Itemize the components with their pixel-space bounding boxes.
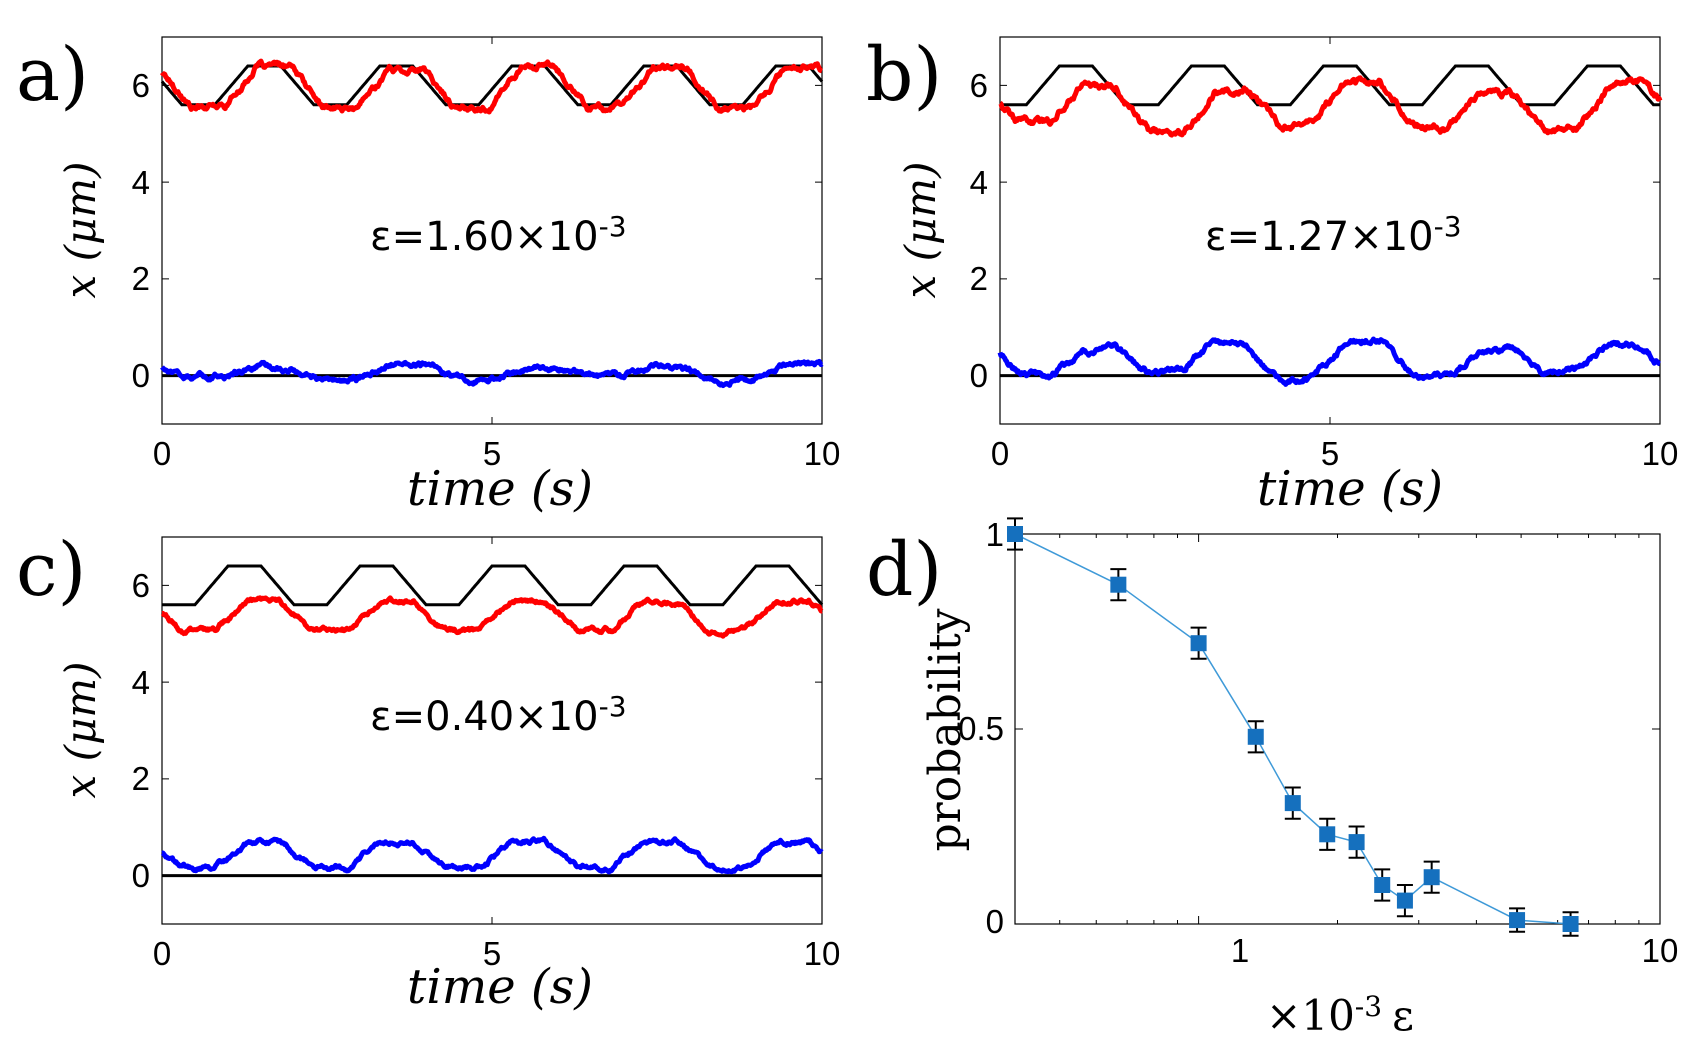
y-tick-label: 0.5 [958,710,1004,747]
panel-a: a) 0 5 10 0 2 4 6 time (s) x (μm) ε=1.60… [16,32,840,517]
annotation-text: ε=1.60×10 [370,214,599,260]
x-axis-label: time (s) [407,461,593,517]
panel-label-c: c) [16,527,86,613]
x-tick-label: 10 [1642,932,1679,969]
annotation-exponent: -3 [599,210,627,243]
y-axis-label: x (μm) [56,662,105,799]
difference-series-line [997,336,1662,387]
epsilon-annotation: ε=1.27×10-3 [1205,210,1462,260]
y-tick-label: 0 [986,903,1004,940]
x-axis-label: ×10-3 ε [1266,990,1414,1040]
x-tick-label: 10 [804,935,841,972]
y-tick-label: 6 [132,567,150,604]
x-axis-label-exponent: -3 [1355,990,1382,1023]
data-point [1007,526,1023,542]
difference-series-line [160,358,824,389]
data-point [1348,834,1365,851]
ticks-d [1015,533,1661,925]
data-point [1110,576,1127,593]
panel-b: b) 0 5 10 0 2 4 6 time (s) x (μm) ε=1.27… [866,32,1678,517]
data-point [1423,869,1440,886]
x-axis-label: time (s) [1257,461,1443,517]
x-axis-label: time (s) [407,959,593,1015]
y-tick-label: 0 [970,357,988,394]
y-tick-label: 1 [986,516,1004,553]
lines-a [159,58,824,389]
annotation-exponent: -3 [599,690,627,723]
panel-label-a: a) [16,32,89,118]
y-tick-label: 0 [132,357,150,394]
x-tick-label: 5 [483,935,501,972]
annotation-text: ε=1.27×10 [1205,214,1434,260]
y-tick-label: 2 [970,260,988,297]
panel-label-d: d) [866,527,942,613]
lines-c [160,564,824,878]
data-point [1190,635,1207,652]
y-tick-label: 6 [970,67,988,104]
x-tick-label: 10 [804,435,841,472]
x-tick-label: 5 [1321,435,1339,472]
y-tick-label: 4 [132,164,150,201]
x-axis-label-text: ×10 [1266,991,1355,1040]
particle-series-line [159,58,824,115]
series-d [1007,517,1579,937]
y-axis-label: x (μm) [56,162,105,299]
lines-b [997,64,1663,387]
panel-d: d) 1 10 0 0.5 1 probability ×10-3 ε [866,516,1678,1040]
y-tick-label: 0 [132,857,150,894]
x-tick-label: 0 [153,435,171,472]
y-tick-label: 4 [970,164,988,201]
y-axis-label: x (μm) [896,162,945,299]
y-axis-label: probability [920,608,971,851]
panel-label-b: b) [866,32,942,118]
x-tick-label: 0 [991,435,1009,472]
y-tick-label: 2 [132,260,150,297]
panel-c: c) 0 5 10 0 2 4 6 time (s) x (μm) ε=0.40… [16,527,840,1015]
data-point [1509,912,1526,929]
epsilon-annotation: ε=0.40×10-3 [370,690,627,740]
y-tick-label: 4 [132,664,150,701]
particle-series-line [160,595,824,639]
x-tick-label: 5 [483,435,501,472]
data-point [1562,916,1579,932]
drive-series-line [160,64,824,107]
data-point [1247,728,1264,745]
annotation-text: ε=0.40×10 [370,694,599,740]
x-tick-label: 0 [153,935,171,972]
data-point [1284,795,1301,812]
annotation-exponent: -3 [1434,210,1462,243]
data-point [1374,877,1391,893]
x-tick-label: 1 [1231,932,1249,969]
x-tick-label: 10 [1642,435,1679,472]
difference-series-line [160,835,824,875]
epsilon-annotation: ε=1.60×10-3 [370,210,627,260]
drive-series-line [162,564,824,607]
particle-series-line [998,75,1663,138]
y-tick-label: 6 [132,67,150,104]
y-tick-label: 2 [132,760,150,797]
data-point [1319,826,1336,843]
x-axis-label-symbol: ε [1392,991,1414,1040]
data-point [1396,892,1413,909]
probability-series-line [1014,533,1571,925]
